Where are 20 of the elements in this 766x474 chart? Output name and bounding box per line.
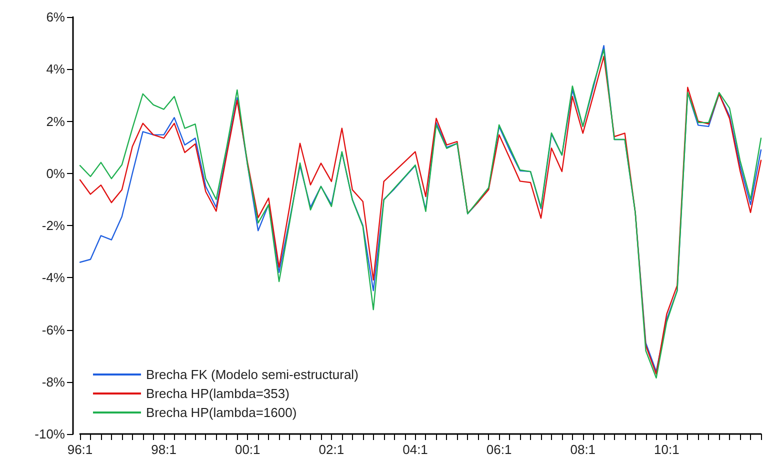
x-tick-label: 98:1 — [151, 442, 176, 457]
x-tick-label: 06:1 — [486, 442, 512, 457]
x-tick-label: 04:1 — [402, 442, 428, 457]
x-tick-label: 10:1 — [654, 442, 680, 457]
legend-label: Brecha HP(lambda=1600) — [146, 405, 297, 420]
y-tick-label: 2% — [46, 114, 66, 129]
x-tick-label: 08:1 — [570, 442, 596, 457]
y-tick-label: 4% — [46, 62, 66, 77]
x-tick-label: 96:1 — [67, 442, 93, 457]
y-tick-label: -10% — [34, 426, 66, 442]
legend-label: Brecha HP(lambda=353) — [146, 386, 290, 401]
y-tick-label: -4% — [42, 270, 66, 286]
legend-label: Brecha FK (Modelo semi-estructural) — [146, 367, 358, 382]
x-tick-label: 02:1 — [318, 442, 344, 457]
y-tick-label: 6% — [46, 10, 66, 24]
y-tick-label: -8% — [42, 374, 66, 390]
x-tick-label: 00:1 — [234, 442, 260, 457]
y-tick-label: -2% — [42, 218, 66, 233]
y-tick-label: 0% — [46, 166, 66, 181]
y-tick-label: -6% — [42, 322, 66, 338]
